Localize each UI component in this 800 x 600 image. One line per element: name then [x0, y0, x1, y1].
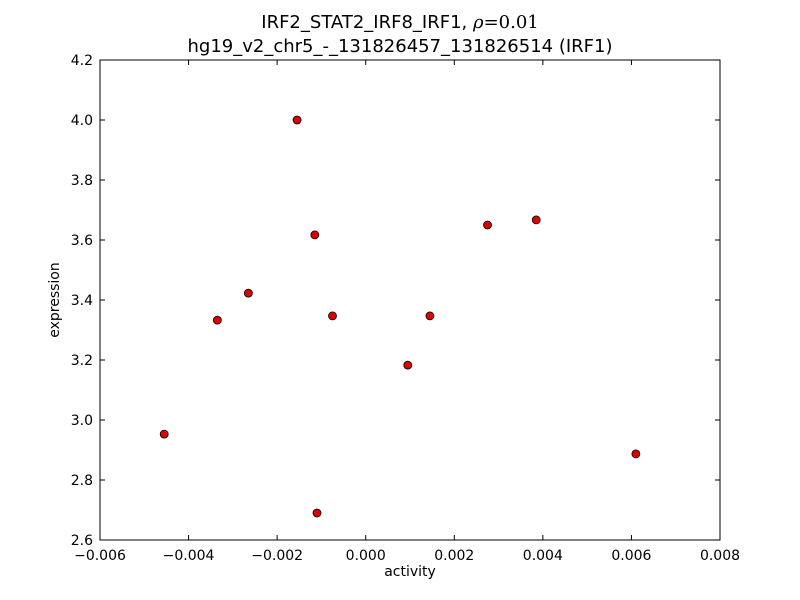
x-tick-label: 0.004 [523, 548, 563, 564]
x-tick-label: 0.002 [434, 548, 474, 564]
data-point [425, 311, 435, 321]
y-tick-label: 3.0 [71, 413, 93, 429]
rho-symbol: ρ [472, 12, 484, 33]
x-tick-label: −0.006 [74, 548, 126, 564]
y-tick-label: 3.6 [71, 233, 93, 249]
rho-value: =0.01 [483, 12, 539, 33]
chart-title: IRF2_STAT2_IRF8_IRF1, ρ=0.01 [0, 12, 800, 33]
data-point [631, 449, 641, 459]
y-tick-label: 2.8 [71, 473, 93, 489]
data-point [243, 288, 253, 298]
data-point [483, 220, 492, 230]
chart-subtitle: hg19_v2_chr5_-_131826457_131826514 (IRF1… [187, 36, 613, 57]
data-point [310, 230, 320, 240]
chart-title-text: IRF2_STAT2_IRF8_IRF1, [261, 12, 473, 33]
x-tick-label: 0.000 [346, 548, 386, 564]
data-point [312, 508, 322, 518]
axis-ticks: −0.006 −0.004 −0.002 0.000 0.002 0.004 0.006 0.… [71, 53, 740, 564]
x-axis-label: activity [384, 564, 436, 580]
data-point [328, 311, 337, 321]
x-tick-label: 0.006 [611, 548, 651, 564]
y-axis-label: expression [47, 262, 63, 338]
y-tick-label: 3.4 [71, 293, 93, 309]
data-point [403, 360, 413, 370]
plot-frame [99, 59, 721, 541]
x-tick-label: −0.004 [163, 548, 215, 564]
data-point [212, 315, 222, 325]
data-point [159, 429, 169, 439]
data-points [159, 115, 641, 518]
x-tick-label: −0.002 [251, 548, 303, 564]
data-point [531, 215, 541, 225]
y-tick-label: 3.8 [71, 173, 93, 189]
y-tick-label: 2.6 [71, 533, 93, 549]
y-tick-label: 4.2 [71, 53, 93, 69]
x-tick-label: 0.008 [700, 548, 740, 564]
y-tick-label: 3.2 [71, 353, 93, 369]
y-tick-label: 4.0 [71, 113, 93, 129]
data-point [292, 115, 302, 125]
